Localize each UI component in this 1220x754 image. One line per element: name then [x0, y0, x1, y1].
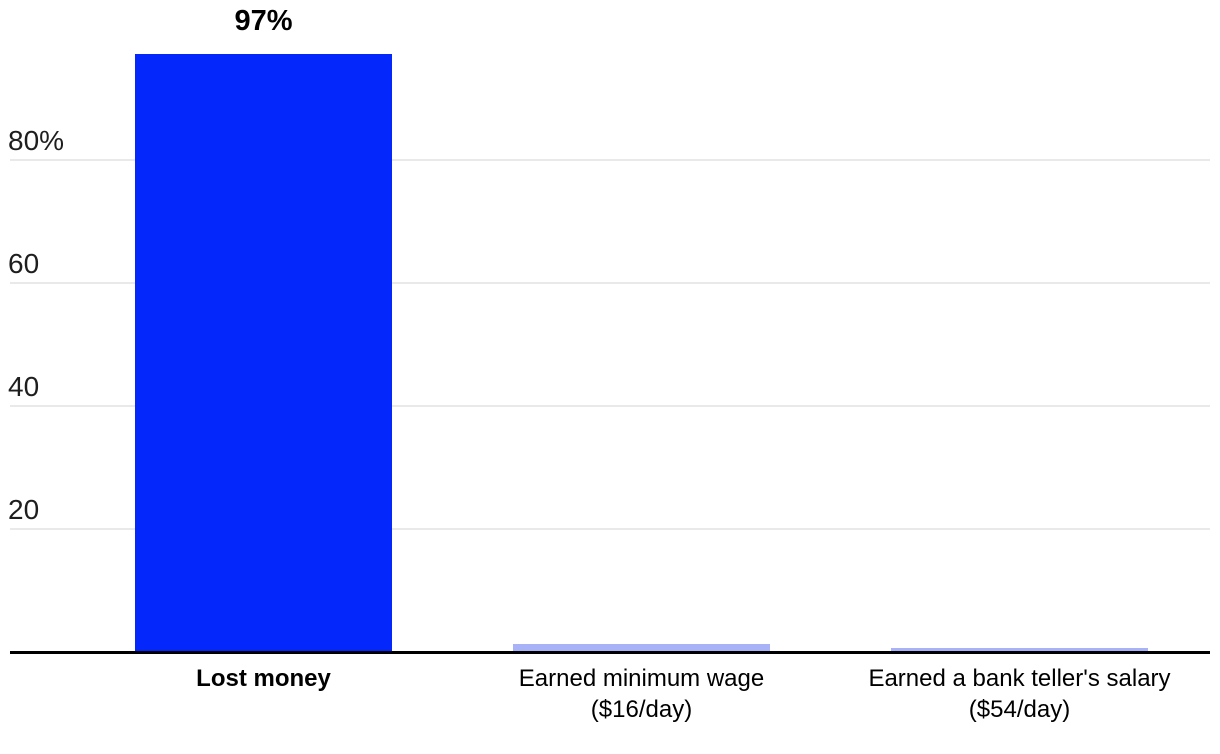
x-category-label-line: ($16/day) [590, 696, 693, 723]
x-category-label-earned-a-bank-teller-s-salary-54-day: Earned a bank teller's salary ($54/day) [800, 663, 1220, 725]
y-tick-label-40: 40 [8, 370, 40, 402]
bar-earned-a-bank-teller-s-salary-54-day [891, 648, 1148, 651]
gridline-20 [10, 527, 1210, 530]
x-category-label-lost-money: Lost money [44, 663, 484, 694]
x-category-label-earned-minimum-wage-16-day: Earned minimum wage ($16/day) [422, 663, 862, 725]
x-category-label-line: ($54/day) [968, 696, 1071, 723]
y-tick-label-60: 60 [8, 247, 40, 279]
x-category-label-line: Earned a bank teller's salary [868, 665, 1171, 692]
bar-lost-money [135, 54, 392, 651]
x-category-label-line: Earned minimum wage [518, 665, 765, 692]
x-category-label-line: Lost money [196, 665, 331, 692]
gridline-80 [10, 158, 1210, 161]
bar-value-label-lost-money: 97% [234, 5, 293, 37]
y-tick-label-20: 20 [8, 493, 40, 525]
gridline-40 [10, 404, 1210, 407]
gridline-60 [10, 281, 1210, 284]
y-tick-label-80: 80% [8, 124, 65, 156]
bar-earned-minimum-wage-16-day [513, 644, 770, 651]
x-axis-line [10, 651, 1210, 654]
